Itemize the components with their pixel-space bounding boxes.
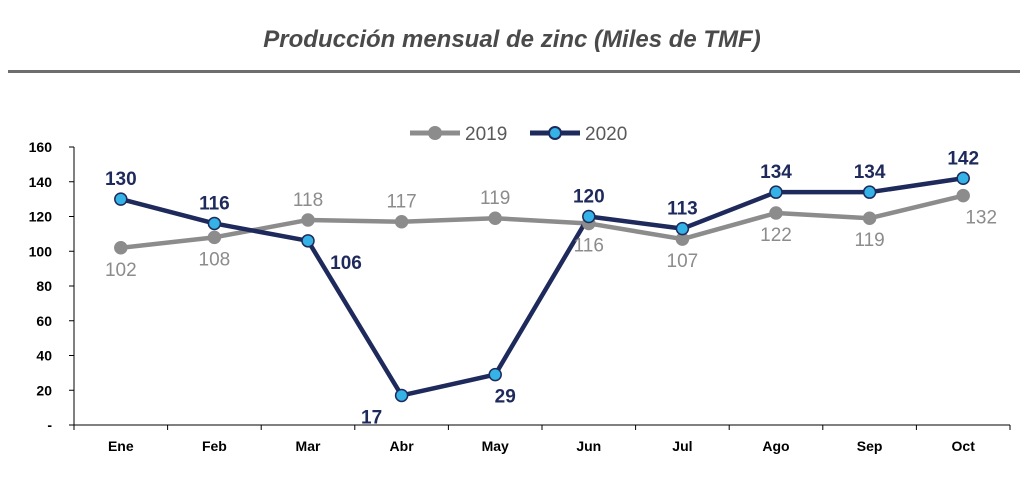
data-label-2020: 17: [361, 407, 382, 428]
data-labels: 102 108 118 117 119 116 107 122 119 132 130 116 106 1…: [105, 148, 997, 428]
data-point-2020: [582, 209, 596, 224]
series-markers: [114, 171, 970, 403]
data-label-2019: 117: [386, 192, 416, 213]
data-label-2019: 116: [574, 235, 604, 256]
data-label-2019: 119: [480, 188, 510, 209]
x-tick-label: Jun: [576, 438, 601, 454]
x-tick-label: Sep: [857, 438, 883, 454]
y-tick-label: 60: [36, 313, 52, 329]
legend-label: 2019: [465, 124, 507, 145]
data-point-2020: [394, 388, 409, 403]
legend: 2019 2020: [410, 124, 627, 145]
legend-label: 2020: [585, 124, 627, 145]
data-label-2020: 116: [199, 193, 230, 214]
data-point-2019: [114, 241, 128, 255]
x-tick-label: Jul: [672, 438, 692, 454]
data-label-2019: 107: [667, 251, 699, 272]
data-label-2020: 120: [573, 187, 605, 208]
axes: - 20 40 60 80 100 120 140 160 Ene Feb Mar Abr May Jun J…: [29, 139, 1011, 454]
data-point-2020: [675, 221, 690, 236]
data-point-2020: [301, 234, 315, 248]
data-label-2019: 132: [965, 208, 997, 229]
data-label-2020: 134: [760, 162, 792, 183]
x-tick-label: May: [482, 438, 509, 454]
x-tick-label: Ago: [762, 438, 789, 454]
data-label-2019: 119: [854, 230, 884, 251]
data-label-2020: 29: [495, 387, 516, 408]
chart-title: Producción mensual de zinc (Miles de TMF…: [263, 26, 761, 53]
x-tick-label: Oct: [952, 438, 976, 454]
data-label-2020: 142: [947, 148, 979, 169]
legend-marker: [548, 126, 562, 140]
data-label-2019: 118: [293, 190, 323, 211]
data-point-2020: [862, 185, 877, 199]
series-lines: [120, 176, 964, 398]
data-point-2020: [207, 216, 222, 231]
data-point-2019: [862, 211, 877, 225]
data-label-2019: 102: [105, 260, 137, 281]
data-point-2019: [956, 188, 970, 203]
y-tick-label: 100: [29, 243, 53, 259]
y-tick-label: 120: [29, 209, 53, 225]
x-tick-label: Abr: [390, 438, 415, 454]
data-label-2020: 134: [854, 162, 886, 183]
data-point-2020: [769, 185, 783, 199]
data-label-2019: 122: [760, 225, 792, 246]
data-point-2019: [394, 214, 409, 229]
y-tick-label: 80: [36, 278, 52, 294]
x-tick-label: Ene: [108, 438, 134, 454]
title-divider: [8, 70, 1020, 73]
data-label-2019: 108: [199, 249, 231, 270]
legend-marker: [428, 126, 442, 140]
data-point-2019: [769, 206, 783, 220]
y-tick-label: 20: [36, 382, 52, 398]
data-point-2020: [956, 171, 970, 186]
data-label-2020: 113: [667, 199, 698, 220]
data-label-2020: 106: [330, 253, 362, 274]
y-tick-label: 140: [29, 174, 53, 190]
y-tick-label: 160: [29, 139, 53, 155]
series-line-2019: [120, 193, 964, 251]
data-point-2020: [488, 367, 502, 382]
x-tick-label: Feb: [202, 438, 227, 454]
data-point-2019: [488, 211, 502, 225]
series-line-2020: [120, 176, 964, 398]
data-point-2020: [114, 192, 128, 206]
y-tick-label: -: [47, 417, 52, 433]
data-label-2020: 130: [105, 169, 137, 190]
y-tick-label: 40: [36, 348, 52, 364]
data-point-2019: [301, 213, 315, 227]
data-point-2019: [207, 230, 222, 245]
x-tick-label: Mar: [296, 438, 321, 454]
